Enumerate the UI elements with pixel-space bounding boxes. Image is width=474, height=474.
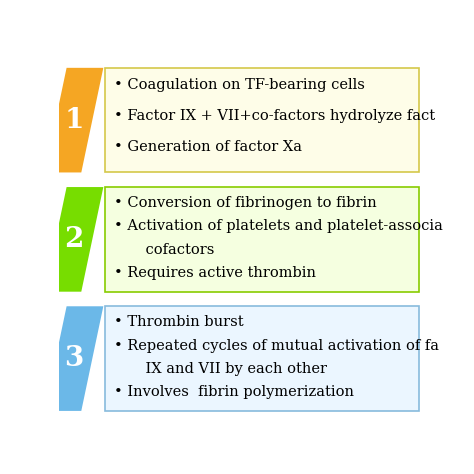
- Polygon shape: [45, 187, 103, 292]
- FancyBboxPatch shape: [105, 306, 419, 411]
- Text: • Thrombin burst: • Thrombin burst: [114, 315, 244, 329]
- Text: • Involves  fibrin polymerization: • Involves fibrin polymerization: [114, 385, 355, 400]
- Text: • Generation of factor Xa: • Generation of factor Xa: [114, 140, 302, 154]
- Text: • Coagulation on TF-bearing cells: • Coagulation on TF-bearing cells: [114, 78, 365, 91]
- Text: IX and VII by each other: IX and VII by each other: [127, 362, 327, 376]
- Text: cofactors: cofactors: [127, 243, 215, 257]
- Text: • Repeated cycles of mutual activation of fa: • Repeated cycles of mutual activation o…: [114, 338, 439, 353]
- Polygon shape: [45, 306, 103, 411]
- Text: 1: 1: [64, 107, 83, 134]
- Text: • Factor IX + VII+co-factors hydrolyze fact: • Factor IX + VII+co-factors hydrolyze f…: [114, 109, 436, 123]
- Text: • Conversion of fibrinogen to fibrin: • Conversion of fibrinogen to fibrin: [114, 196, 377, 210]
- Text: 3: 3: [64, 345, 83, 372]
- FancyBboxPatch shape: [105, 68, 419, 173]
- Text: • Activation of platelets and platelet-associa: • Activation of platelets and platelet-a…: [114, 219, 443, 233]
- Text: • Requires active thrombin: • Requires active thrombin: [114, 266, 316, 280]
- Polygon shape: [45, 68, 103, 173]
- FancyBboxPatch shape: [105, 187, 419, 292]
- Text: 2: 2: [64, 226, 83, 253]
